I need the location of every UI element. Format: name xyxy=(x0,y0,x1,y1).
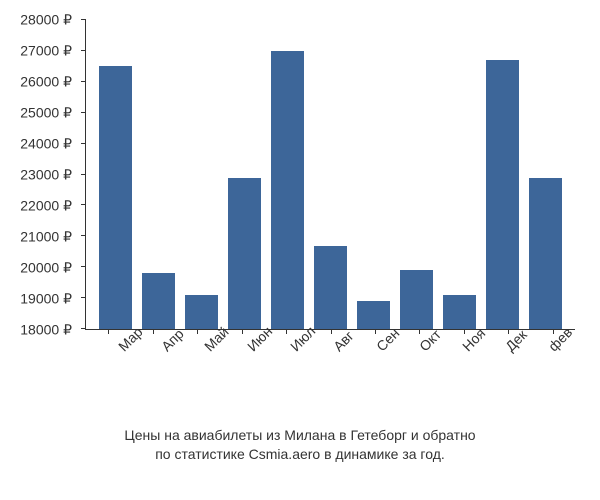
y-tick-mark xyxy=(81,112,86,113)
x-tick-mark xyxy=(153,329,154,334)
x-label-slot: Апр xyxy=(136,335,179,415)
bar-slot xyxy=(438,20,481,329)
bar xyxy=(142,273,176,329)
y-tick-label: 25000 ₽ xyxy=(20,105,72,122)
y-tick-mark xyxy=(81,235,86,236)
chart-caption: Цены на авиабилеты из Милана в Гетеборг … xyxy=(0,426,600,465)
bar-slot xyxy=(180,20,223,329)
y-tick-mark xyxy=(81,143,86,144)
x-label-slot: Авг xyxy=(308,335,351,415)
bars-container xyxy=(86,20,575,329)
bar xyxy=(228,178,262,329)
y-tick-label: 22000 ₽ xyxy=(20,198,72,215)
x-label-slot: Сен xyxy=(352,335,395,415)
y-tick-label: 23000 ₽ xyxy=(20,167,72,184)
bar-slot xyxy=(266,20,309,329)
x-tick-mark xyxy=(464,329,465,334)
bar-slot xyxy=(395,20,438,329)
x-tick-mark xyxy=(419,329,420,334)
bar-slot xyxy=(137,20,180,329)
plot-area xyxy=(85,20,575,330)
bar-slot xyxy=(481,20,524,329)
y-tick-label: 24000 ₽ xyxy=(20,136,72,153)
y-tick-label: 19000 ₽ xyxy=(20,291,72,308)
y-tick-label: 21000 ₽ xyxy=(20,229,72,246)
bar xyxy=(185,295,219,329)
x-tick-mark xyxy=(108,329,109,334)
x-tick-mark xyxy=(331,329,332,334)
x-tick-mark xyxy=(242,329,243,334)
x-tick-mark xyxy=(375,329,376,334)
y-tick-label: 28000 ₽ xyxy=(20,12,72,29)
y-tick-mark xyxy=(81,204,86,205)
bar xyxy=(99,66,133,329)
bar xyxy=(486,60,520,329)
bar xyxy=(400,270,434,329)
y-tick-mark xyxy=(81,328,86,329)
bar xyxy=(357,301,391,329)
x-label-slot: Июл xyxy=(265,335,308,415)
x-label-slot: фев xyxy=(524,335,567,415)
y-tick-mark xyxy=(81,174,86,175)
x-tick-mark xyxy=(508,329,509,334)
x-label-slot: Окт xyxy=(395,335,438,415)
bar-slot xyxy=(223,20,266,329)
x-tick-mark xyxy=(197,329,198,334)
caption-line-2: по статистике Csmia.aero в динамике за г… xyxy=(155,446,445,462)
y-tick-mark xyxy=(81,266,86,267)
bar xyxy=(443,295,477,329)
y-tick-mark xyxy=(81,19,86,20)
x-label-slot: Ноя xyxy=(438,335,481,415)
bar-slot xyxy=(309,20,352,329)
y-tick-label: 27000 ₽ xyxy=(20,43,72,60)
bar xyxy=(314,246,348,329)
bar-slot xyxy=(352,20,395,329)
x-label-slot: Май xyxy=(179,335,222,415)
y-tick-mark xyxy=(81,50,86,51)
x-tick-mark xyxy=(286,329,287,334)
x-label-slot: Дек xyxy=(481,335,524,415)
y-tick-label: 18000 ₽ xyxy=(20,322,72,339)
y-tick-mark xyxy=(81,81,86,82)
x-axis-labels: МарАпрМайИюнИюлАвгСенОктНояДекфев xyxy=(85,335,575,415)
caption-line-1: Цены на авиабилеты из Милана в Гетеборг … xyxy=(124,427,475,443)
y-tick-label: 20000 ₽ xyxy=(20,260,72,277)
bar-slot xyxy=(94,20,137,329)
y-axis: 18000 ₽19000 ₽20000 ₽21000 ₽22000 ₽23000… xyxy=(0,20,80,330)
x-label-slot: Мар xyxy=(93,335,136,415)
bar xyxy=(529,178,563,329)
bar-slot xyxy=(524,20,567,329)
y-tick-mark xyxy=(81,297,86,298)
bar xyxy=(271,51,305,329)
chart-area xyxy=(85,20,575,330)
x-label-slot: Июн xyxy=(222,335,265,415)
y-tick-label: 26000 ₽ xyxy=(20,74,72,91)
